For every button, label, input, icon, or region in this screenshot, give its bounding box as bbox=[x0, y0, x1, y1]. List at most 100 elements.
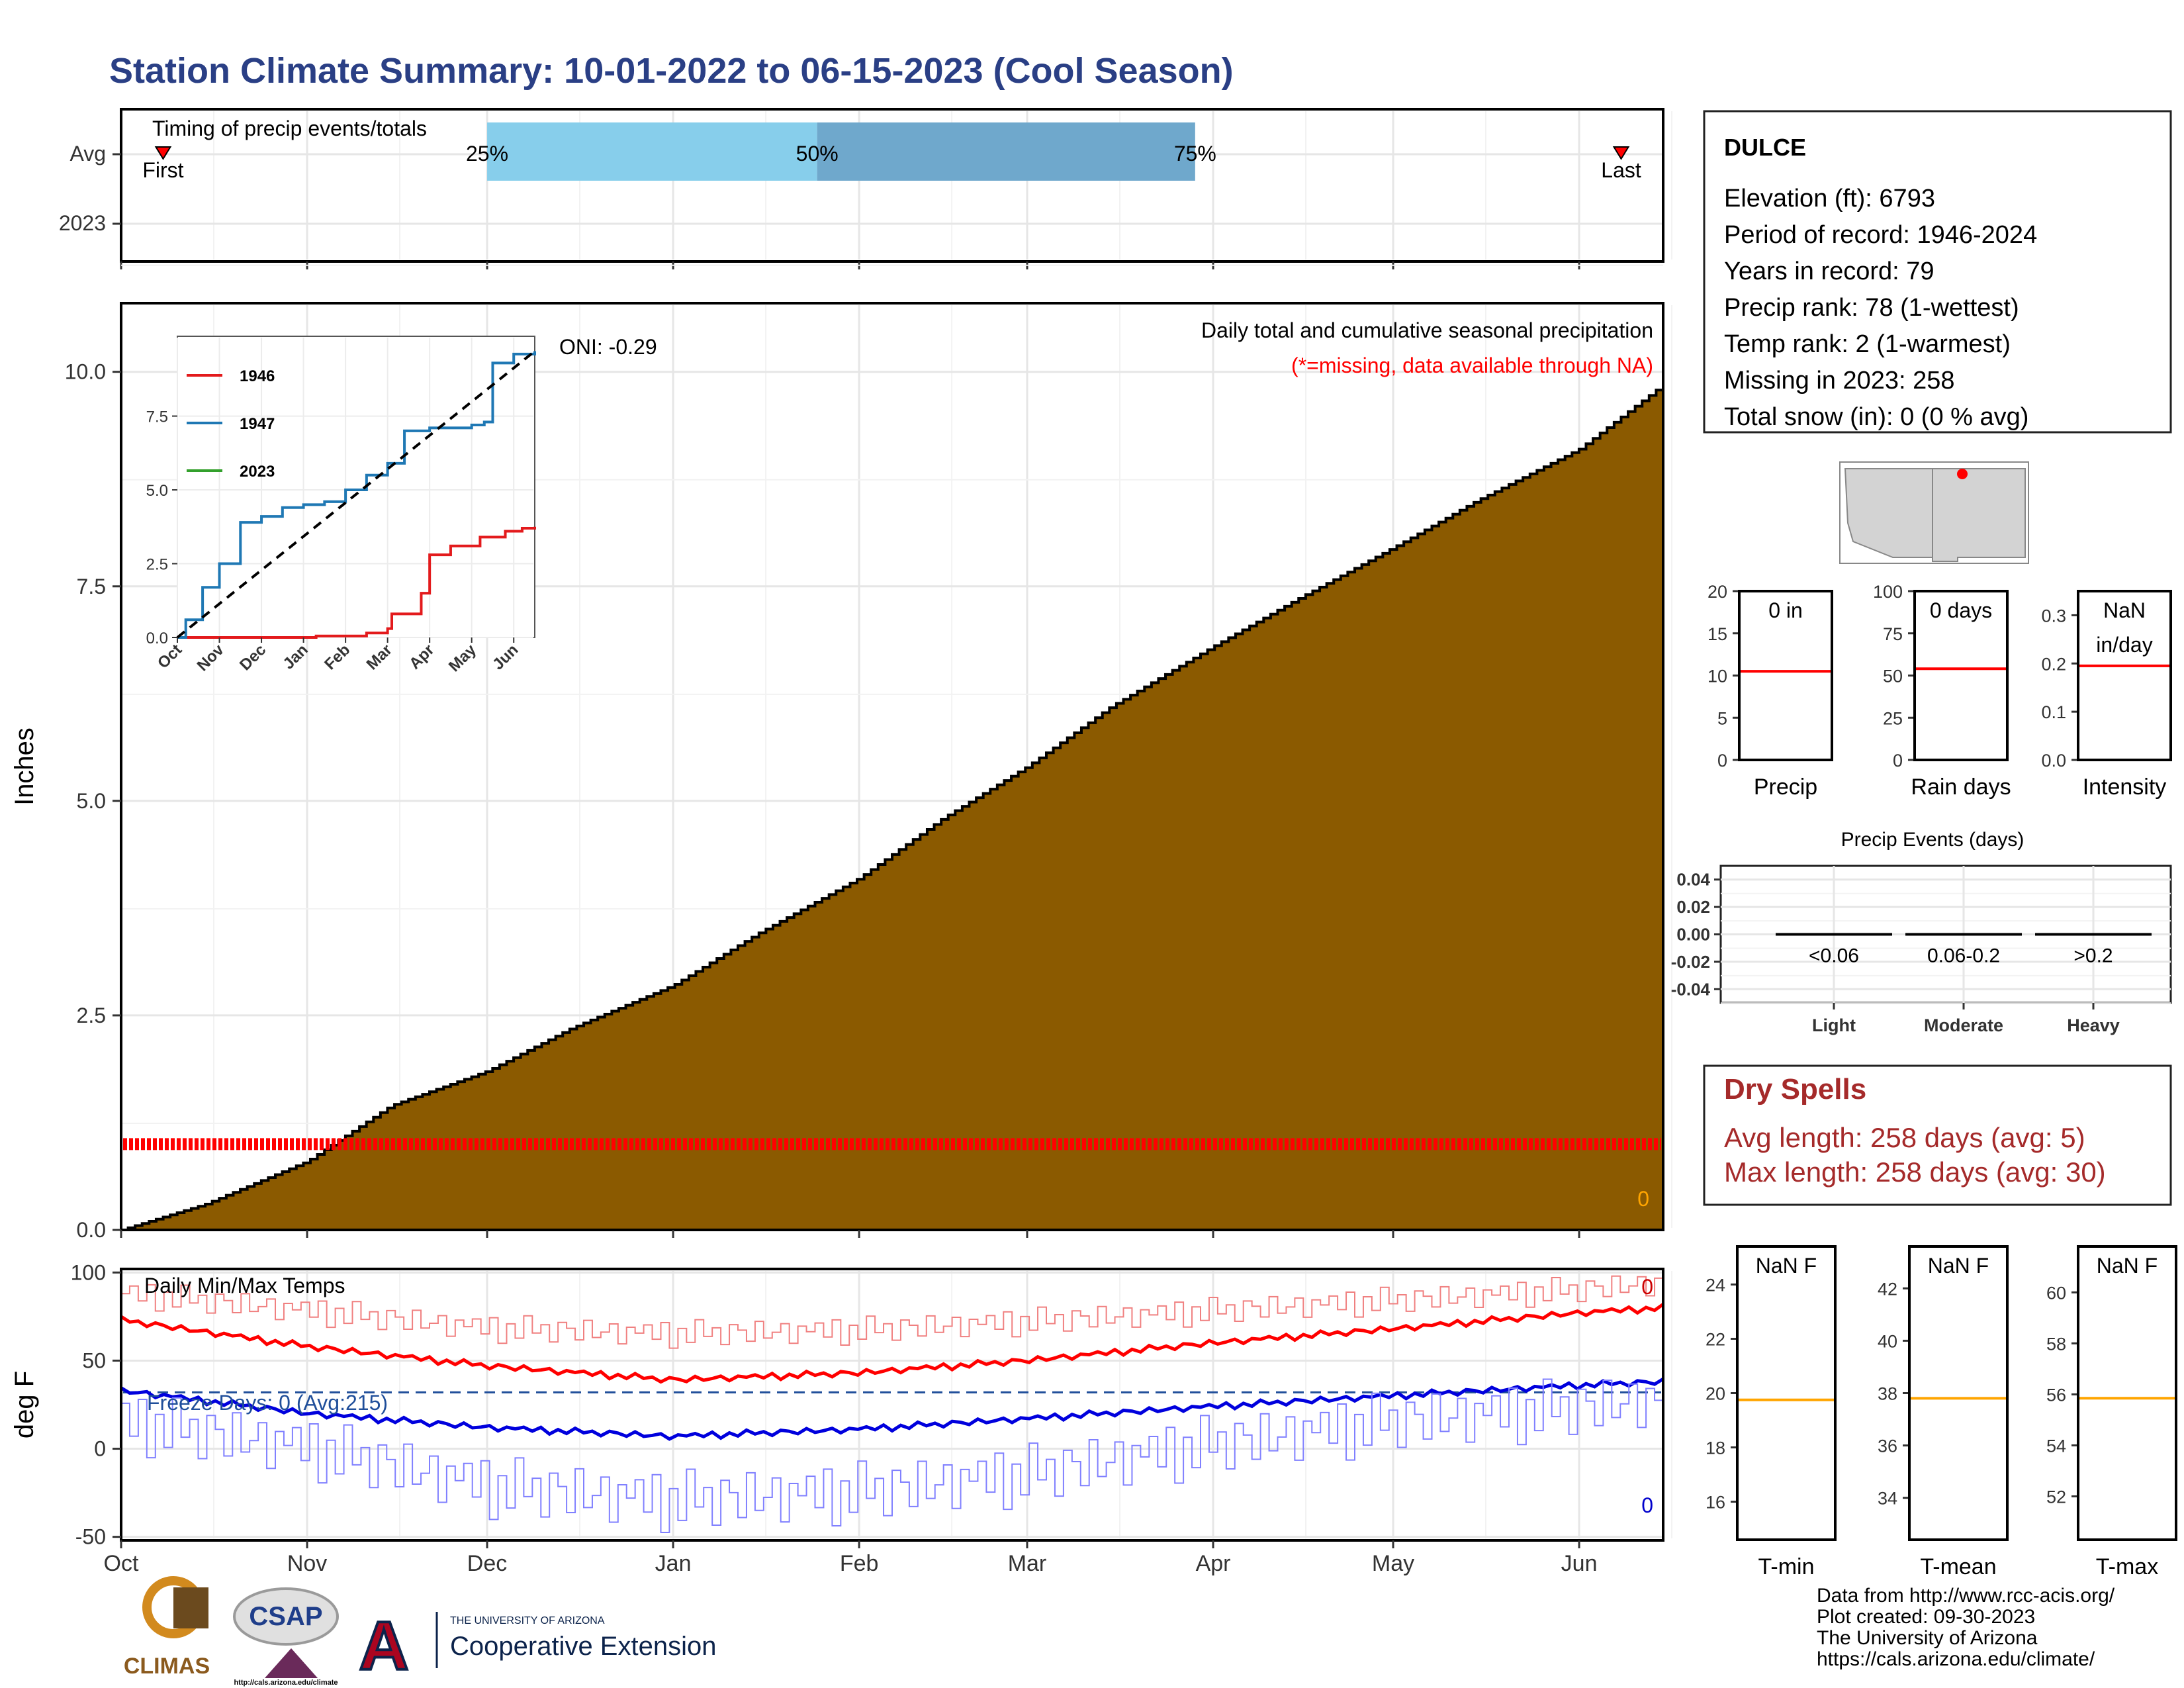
station-info-box: DULCE Elevation (ft): 6793 Period of reco… bbox=[1703, 110, 2172, 434]
temp-summary-frame bbox=[1908, 1245, 2009, 1541]
events-tick-label: 0.04 bbox=[1676, 870, 1710, 890]
precip-summary-value-label: 0 in bbox=[1768, 598, 1803, 622]
precip-summary-xlabel: Precip bbox=[1754, 774, 1817, 800]
temp-y-tick-label: 0 bbox=[94, 1437, 106, 1461]
temp-summary-tick-label: 56 bbox=[2046, 1385, 2066, 1405]
temp-summary-tick-label: 52 bbox=[2046, 1487, 2066, 1507]
precip-y-tick-label: 10.0 bbox=[65, 360, 106, 384]
precip-y-tick-label: 0.0 bbox=[77, 1218, 106, 1242]
map-region-arizona bbox=[1844, 468, 1933, 558]
location-map bbox=[1839, 461, 2029, 564]
precip-summary-tick-label: 20 bbox=[1707, 582, 1727, 602]
temperature-panel: Daily Min/Max Temps Freeze Days: 0 (Avg:… bbox=[10, 1260, 1673, 1549]
quartile-label: 75% bbox=[1174, 142, 1216, 165]
dry-spells-max: Max length: 258 days (avg: 30) bbox=[1724, 1156, 2106, 1188]
temp-summary-tick-label: 42 bbox=[1878, 1279, 1897, 1299]
events-category-label: Heavy bbox=[2067, 1015, 2120, 1035]
station-info-line: Temp rank: 2 (1-warmest) bbox=[1724, 330, 2011, 358]
csap-logo-text: CSAP bbox=[249, 1602, 322, 1631]
precip-summary-tick-label: 100 bbox=[1873, 582, 1903, 602]
temp-series-avg-min bbox=[120, 1378, 1664, 1441]
climas-mountain-icon bbox=[173, 1587, 208, 1628]
precip-summary-value-label: NaN bbox=[2103, 598, 2146, 622]
inset-legend: 1946 1947 2023 bbox=[187, 367, 275, 481]
event-label-first: First bbox=[142, 158, 183, 182]
freeze-days-label: Freeze Days: 0 (Avg:215) bbox=[147, 1391, 388, 1415]
precip-summary-panel: 0.0 0.1 0.2 0.3 NaN in/day Intensity bbox=[2041, 590, 2172, 800]
month-label: Nov bbox=[287, 1551, 327, 1576]
credit-line: The University of Arizona bbox=[1817, 1627, 2038, 1649]
temp-summary-xlabel: T-min bbox=[1758, 1554, 1815, 1579]
temp-summary-frame bbox=[1736, 1245, 1837, 1541]
temp-summary-tick-label: 54 bbox=[2046, 1436, 2066, 1456]
precip-summary-tick-label: 50 bbox=[1883, 667, 1903, 686]
station-name: DULCE bbox=[1724, 134, 1806, 161]
temp-summary-tick-label: 40 bbox=[1878, 1331, 1897, 1351]
footer: CLIMAS CSAP http://cals.arizona.edu/clim… bbox=[124, 1576, 2115, 1687]
events-range-label: >0.2 bbox=[2073, 945, 2113, 967]
station-box-frame bbox=[1703, 110, 2172, 434]
university-logo: A THE UNIVERSITY OF ARIZONA Cooperative … bbox=[357, 1607, 716, 1686]
inset-x-tick-label: Mar bbox=[363, 641, 396, 673]
precip-summary-xlabel: Intensity bbox=[2083, 774, 2167, 800]
precip-summary-tick-label: 0.3 bbox=[2041, 606, 2066, 626]
station-info-line: Years in record: 79 bbox=[1724, 258, 1934, 285]
map-region-new-mexico bbox=[1932, 468, 2026, 562]
temp-summary-xlabel: T-mean bbox=[1920, 1554, 1996, 1579]
precip-summary-tick-label: 15 bbox=[1707, 624, 1727, 644]
inset-x-tick-label: May bbox=[445, 641, 480, 676]
month-axis: Oct Nov Dec Jan Feb Mar Apr May Jun bbox=[104, 1230, 1598, 1576]
events-category-label: Light bbox=[1812, 1015, 1856, 1035]
precip-summary-frame bbox=[1738, 590, 1833, 761]
precip-summary-tick-label: 10 bbox=[1707, 667, 1727, 686]
month-label: Jan bbox=[655, 1551, 692, 1576]
csap-logo: CSAP http://cals.arizona.edu/climate bbox=[233, 1587, 339, 1687]
inset-x-tick-label: Feb bbox=[321, 641, 353, 673]
temp-series-record-min bbox=[121, 1378, 1664, 1533]
event-label-last: Last bbox=[1601, 158, 1641, 182]
temp-y-tick-label: 100 bbox=[71, 1260, 106, 1284]
row-label-avg: Avg bbox=[69, 142, 106, 165]
legend-label-2023: 2023 bbox=[240, 463, 275, 481]
legend-label-1946: 1946 bbox=[240, 367, 275, 385]
month-label: Dec bbox=[467, 1551, 507, 1576]
temp-summary-panel: 52 54 56 58 60 NaN F T-max bbox=[2046, 1245, 2177, 1579]
event-marker-last bbox=[1612, 146, 1630, 160]
temp-y-tick-label: 50 bbox=[82, 1348, 106, 1372]
month-label: Oct bbox=[104, 1551, 139, 1576]
station-info-line: Period of record: 1946-2024 bbox=[1724, 221, 2037, 249]
legend-label-1947: 1947 bbox=[240, 415, 275, 433]
timing-panel: Timing of precip events/totals Avg 2023 … bbox=[59, 108, 1673, 269]
arizona-a-icon: A bbox=[359, 1608, 408, 1685]
temp-title: Daily Min/Max Temps bbox=[144, 1274, 345, 1297]
inset-x-tick-label: Dec bbox=[236, 641, 269, 674]
temp-y-tick-label: -50 bbox=[75, 1525, 106, 1549]
precip-summary-frame bbox=[2077, 590, 2172, 761]
university-name: THE UNIVERSITY OF ARIZONA bbox=[450, 1615, 605, 1626]
temp-summary-tick-label: 22 bbox=[1706, 1329, 1725, 1349]
precip-summary-panel: 0 5 10 15 20 0 in Precip bbox=[1707, 582, 1833, 800]
events-tick-label: -0.04 bbox=[1671, 979, 1711, 999]
events-tick-label: -0.02 bbox=[1671, 952, 1710, 972]
month-label: Apr bbox=[1196, 1551, 1231, 1576]
temp-summary-tick-label: 38 bbox=[1878, 1384, 1897, 1404]
csap-mountain-icon bbox=[265, 1648, 318, 1678]
month-label: Jun bbox=[1561, 1551, 1598, 1576]
precip-summary-tick-label: 0 bbox=[1893, 751, 1903, 771]
month-label: May bbox=[1372, 1551, 1414, 1576]
max-count-label: 0 bbox=[1641, 1275, 1653, 1299]
station-info-line: Precip rank: 78 (1-wettest) bbox=[1724, 294, 2019, 322]
dry-spells-box: Dry Spells Avg length: 258 days (avg: 5)… bbox=[1703, 1064, 2172, 1206]
precip-y-tick-label: 2.5 bbox=[77, 1004, 106, 1027]
temp-summary-frame bbox=[2077, 1245, 2177, 1541]
daily-total-label: 0 bbox=[1637, 1187, 1649, 1211]
temp-summary-tick-label: 20 bbox=[1706, 1384, 1725, 1404]
precip-summary-tick-label: 0 bbox=[1717, 751, 1727, 771]
temp-summary-tick-label: 16 bbox=[1706, 1493, 1725, 1513]
credit-line: Plot created: 09-30-2023 bbox=[1817, 1606, 2035, 1628]
events-tick-label: 0.00 bbox=[1676, 925, 1710, 945]
inset-y-tick-label: 5.0 bbox=[146, 482, 168, 500]
station-info-line: Missing in 2023: 258 bbox=[1724, 367, 1955, 395]
precip-summary-tick-label: 0.0 bbox=[2041, 751, 2066, 771]
